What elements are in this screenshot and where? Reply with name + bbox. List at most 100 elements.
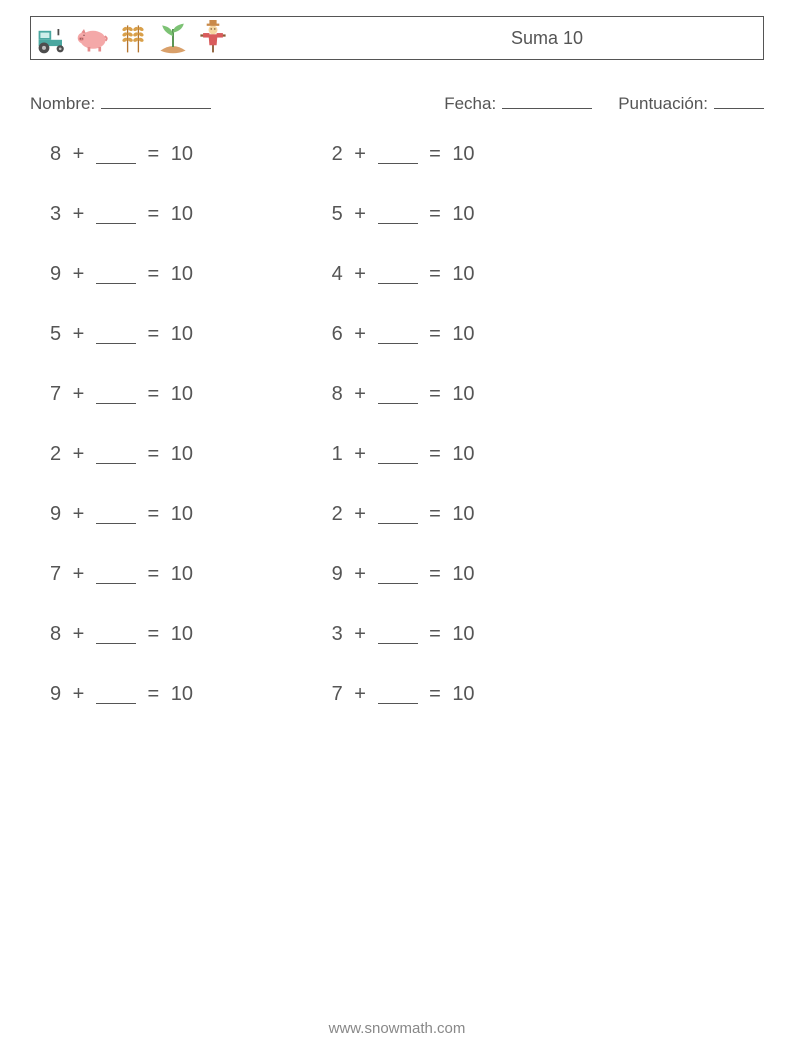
plus-sign: + [349, 683, 372, 706]
name-blank[interactable] [101, 92, 211, 109]
problem: 9 + = 10 [332, 560, 614, 586]
answer-blank[interactable] [378, 204, 418, 224]
addend-a: 6 [332, 323, 343, 346]
date-label: Fecha: [444, 94, 496, 114]
equals-sign: = [142, 323, 165, 346]
equals-sign: = [142, 383, 165, 406]
name-label: Nombre: [30, 94, 95, 114]
sum: 10 [171, 383, 193, 406]
problem: 6 + = 10 [332, 320, 614, 346]
answer-blank[interactable] [96, 684, 136, 704]
equals-sign: = [424, 683, 447, 706]
equals-sign: = [424, 203, 447, 226]
plus-sign: + [67, 623, 90, 646]
equals-sign: = [142, 263, 165, 286]
answer-blank[interactable] [378, 264, 418, 284]
plus-sign: + [67, 443, 90, 466]
addend-a: 9 [50, 263, 61, 286]
addend-a: 9 [332, 563, 343, 586]
answer-blank[interactable] [96, 324, 136, 344]
pig-icon [75, 20, 111, 56]
equals-sign: = [424, 383, 447, 406]
equals-sign: = [142, 683, 165, 706]
answer-blank[interactable] [96, 564, 136, 584]
plus-sign: + [349, 623, 372, 646]
plus-sign: + [67, 503, 90, 526]
plus-sign: + [349, 263, 372, 286]
answer-blank[interactable] [96, 504, 136, 524]
problem: 8 + = 10 [50, 140, 332, 166]
score-blank[interactable] [714, 92, 764, 109]
addend-a: 1 [332, 443, 343, 466]
equals-sign: = [424, 263, 447, 286]
header-box: Suma 10 [30, 16, 764, 60]
sum: 10 [452, 203, 474, 226]
equals-sign: = [142, 143, 165, 166]
tractor-icon [35, 20, 71, 56]
equals-sign: = [142, 203, 165, 226]
addend-a: 2 [50, 443, 61, 466]
problem: 2 + = 10 [50, 440, 332, 466]
problem: 5 + = 10 [50, 320, 332, 346]
answer-blank[interactable] [96, 444, 136, 464]
sum: 10 [452, 443, 474, 466]
answer-blank[interactable] [378, 384, 418, 404]
answer-blank[interactable] [378, 324, 418, 344]
problem: 3 + = 10 [50, 200, 332, 226]
answer-blank[interactable] [96, 264, 136, 284]
answer-blank[interactable] [96, 144, 136, 164]
plus-sign: + [349, 323, 372, 346]
header-icons [35, 20, 231, 56]
plus-sign: + [67, 203, 90, 226]
answer-blank[interactable] [378, 564, 418, 584]
answer-blank[interactable] [96, 384, 136, 404]
plus-sign: + [67, 263, 90, 286]
meta-row: Nombre: Fecha: Puntuación: [30, 92, 764, 114]
score-label: Puntuación: [618, 94, 708, 114]
equals-sign: = [424, 563, 447, 586]
problem: 2 + = 10 [332, 140, 614, 166]
addend-a: 3 [50, 203, 61, 226]
addend-a: 9 [50, 503, 61, 526]
sum: 10 [452, 683, 474, 706]
plus-sign: + [349, 143, 372, 166]
answer-blank[interactable] [378, 624, 418, 644]
plus-sign: + [349, 443, 372, 466]
problem: 1 + = 10 [332, 440, 614, 466]
name-field: Nombre: [30, 92, 211, 114]
sum: 10 [452, 143, 474, 166]
addend-a: 7 [50, 563, 61, 586]
problems-grid: 8 + = 102 + = 103 + = 105 + = 109 + = 10… [50, 140, 754, 706]
plus-sign: + [67, 323, 90, 346]
answer-blank[interactable] [96, 624, 136, 644]
addend-a: 8 [50, 623, 61, 646]
addend-a: 8 [50, 143, 61, 166]
sum: 10 [171, 563, 193, 586]
problem: 4 + = 10 [332, 260, 614, 286]
answer-blank[interactable] [378, 444, 418, 464]
addend-a: 7 [50, 383, 61, 406]
sprout-icon [155, 20, 191, 56]
sum: 10 [171, 443, 193, 466]
answer-blank[interactable] [378, 144, 418, 164]
problem: 7 + = 10 [50, 560, 332, 586]
sum: 10 [452, 623, 474, 646]
answer-blank[interactable] [96, 204, 136, 224]
addend-a: 7 [332, 683, 343, 706]
problem: 2 + = 10 [332, 500, 614, 526]
answer-blank[interactable] [378, 504, 418, 524]
problem: 7 + = 10 [50, 380, 332, 406]
addend-a: 4 [332, 263, 343, 286]
date-blank[interactable] [502, 92, 592, 109]
plus-sign: + [349, 203, 372, 226]
plus-sign: + [67, 683, 90, 706]
answer-blank[interactable] [378, 684, 418, 704]
sum: 10 [171, 203, 193, 226]
plus-sign: + [349, 383, 372, 406]
sum: 10 [171, 143, 193, 166]
addend-a: 3 [332, 623, 343, 646]
sum: 10 [452, 563, 474, 586]
plus-sign: + [67, 143, 90, 166]
equals-sign: = [142, 623, 165, 646]
plus-sign: + [67, 383, 90, 406]
